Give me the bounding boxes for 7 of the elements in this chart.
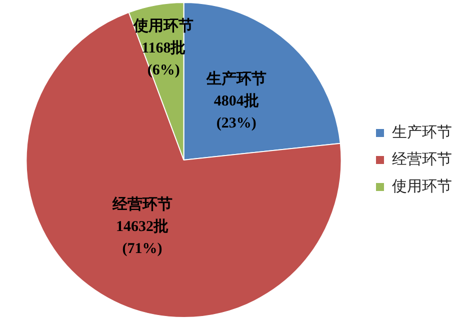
- slice-label: 经营环节: [111, 196, 172, 213]
- legend-label: 经营环节: [392, 151, 452, 168]
- data-label: 4804批 (23%): [214, 92, 259, 132]
- slice-label: 生产环节: [205, 70, 266, 88]
- legend-label: 生产环节: [392, 124, 452, 142]
- data-label: 14632批 (71%): [116, 218, 169, 257]
- legend-label: 使用环节: [392, 178, 452, 196]
